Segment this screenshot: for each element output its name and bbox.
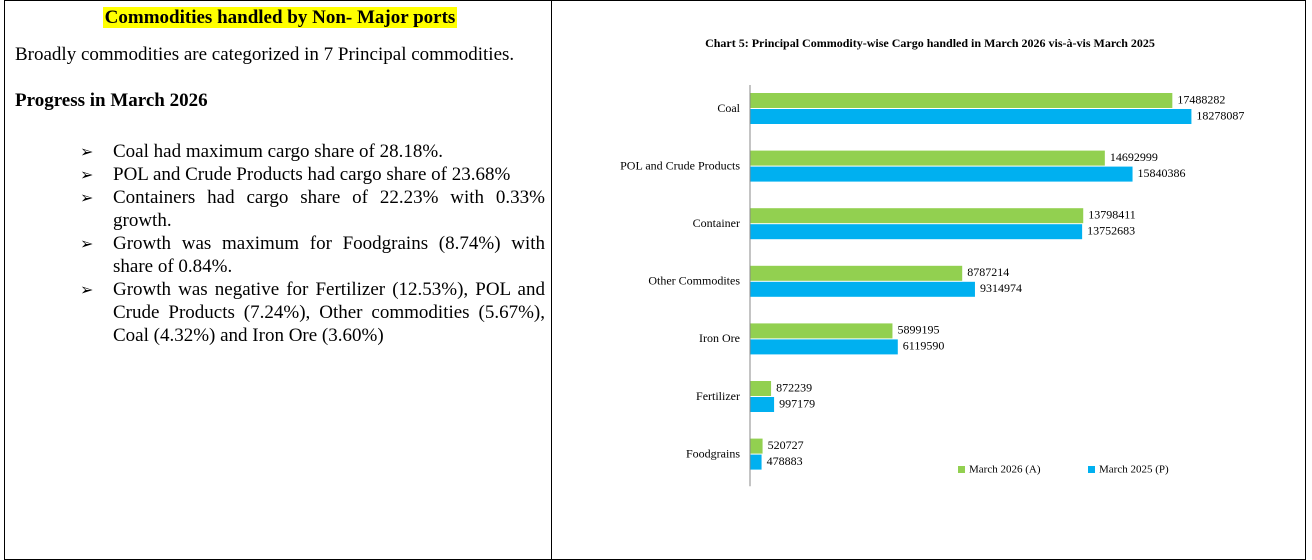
value-label: 9314974: [980, 281, 1022, 295]
bullet: Growth was negative for Fertilizer (12.5…: [80, 278, 545, 347]
bar: [750, 109, 1192, 124]
bullet: POL and Crude Products had cargo share o…: [80, 163, 545, 186]
legend-label: March 2026 (A): [969, 464, 1041, 476]
category-label: POL and Crude Products: [620, 158, 740, 172]
chart-title: Chart 5: Principal Commodity-wise Cargo …: [705, 36, 1155, 50]
value-label: 6119590: [903, 339, 945, 353]
value-label: 15840386: [1138, 166, 1186, 180]
text-cell: Commodities handled by Non- Major ports …: [15, 6, 545, 347]
value-label: 8787214: [967, 265, 1009, 279]
value-label: 18278087: [1196, 108, 1244, 122]
legend-swatch: [958, 466, 965, 473]
bullet-list: Coal had maximum cargo share of 28.18%.P…: [15, 140, 545, 347]
value-label: 13752683: [1087, 223, 1135, 237]
bar: [750, 93, 1173, 108]
value-label: 478883: [767, 454, 803, 468]
intro: Broadly commodities are categorized in 7…: [15, 44, 515, 65]
bar: [750, 323, 893, 339]
bar: [750, 397, 775, 412]
bar: [750, 166, 1133, 182]
value-label: 13798411: [1088, 207, 1136, 221]
value-label: 520727: [768, 438, 804, 452]
legend-label: March 2025 (P): [1099, 464, 1169, 476]
value-label: 17488282: [1177, 92, 1225, 106]
bullet: Containers had cargo share of 22.23% wit…: [80, 186, 545, 232]
bullet: Growth was maximum for Foodgrains (8.74%…: [80, 232, 545, 278]
bar: [750, 381, 772, 396]
bar: [750, 150, 1105, 166]
heading-text: Commodities handled by Non- Major ports: [102, 7, 458, 28]
value-label: 14692999: [1110, 150, 1158, 164]
bar: [750, 339, 898, 355]
bar: [750, 438, 763, 454]
bar: [750, 281, 975, 297]
category-label: Iron Ore: [699, 331, 740, 345]
value-label: 5899195: [897, 323, 939, 337]
legend-swatch: [1088, 466, 1095, 473]
bar: [750, 265, 963, 281]
value-label: 872239: [776, 380, 812, 394]
bullet: Coal had maximum cargo share of 28.18%.: [80, 140, 545, 163]
subheading: Progress in March 2026: [15, 90, 208, 111]
cell-divider: [551, 0, 552, 560]
bar: [750, 208, 1084, 224]
category-label: Other Commodites: [648, 274, 740, 288]
category-label: Container: [693, 216, 740, 230]
category-label: Fertilizer: [696, 389, 740, 403]
chart: Chart 5: Principal Commodity-wise Cargo …: [620, 36, 1244, 487]
category-label: Foodgrains: [686, 446, 740, 460]
value-label: 997179: [779, 396, 815, 410]
category-label: Coal: [717, 101, 740, 115]
bar: [750, 224, 1083, 240]
heading: Commodities handled by Non- Major ports: [15, 6, 545, 29]
bar: [750, 454, 762, 470]
